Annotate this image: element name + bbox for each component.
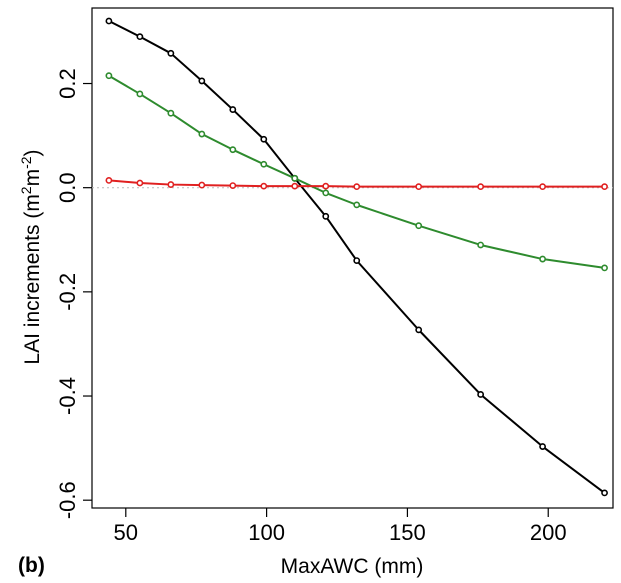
- data-point: [601, 489, 608, 497]
- data-point: [415, 326, 423, 334]
- data-point: [539, 255, 546, 263]
- data-point: [601, 264, 608, 272]
- data-point: [229, 106, 237, 113]
- y-tick-label: -0.2: [55, 273, 80, 311]
- data-point: [136, 179, 144, 187]
- data-point: [477, 183, 485, 191]
- x-tick-label: 100: [248, 520, 285, 545]
- y-tick-label: 0.0: [55, 172, 80, 203]
- y-tick-label: -0.4: [55, 377, 80, 415]
- y-axis-title-sup1: 2: [18, 186, 34, 194]
- y-axis-title-end: ): [21, 149, 44, 156]
- data-point: [167, 49, 175, 57]
- data-point: [198, 181, 206, 189]
- x-axis: 50 100 150 200: [114, 508, 567, 545]
- data-point: [539, 183, 546, 191]
- data-point: [167, 109, 175, 117]
- data-point: [105, 17, 113, 25]
- y-axis-title-sup2: -2: [18, 156, 34, 169]
- data-point: [539, 443, 546, 450]
- data-point: [477, 391, 485, 398]
- x-tick-label: 50: [114, 520, 138, 545]
- series-3: [105, 176, 608, 191]
- data-point: [229, 182, 237, 190]
- data-point: [415, 183, 423, 191]
- data-point: [260, 135, 268, 143]
- data-point: [291, 174, 299, 182]
- data-point: [477, 241, 485, 249]
- data-point: [229, 146, 237, 154]
- data-point: [260, 182, 268, 190]
- data-point: [601, 183, 608, 191]
- x-axis-title: MaxAWC (mm): [281, 555, 424, 578]
- series-layer: [105, 17, 608, 497]
- data-point: [198, 130, 206, 138]
- series-line: [108, 74, 605, 269]
- data-point: [353, 257, 361, 265]
- data-point: [322, 212, 330, 220]
- y-tick-label: 0.2: [55, 68, 80, 99]
- x-tick-label: 150: [389, 520, 426, 545]
- y-axis: -0.6 -0.4 -0.2 0.0 0.2: [55, 68, 92, 519]
- data-point: [167, 181, 175, 188]
- panel-label: (b): [18, 554, 45, 577]
- y-tick-label: -0.6: [55, 481, 80, 519]
- data-point: [260, 160, 268, 168]
- y-axis-title: LAI increments (m2m-2): [18, 149, 44, 364]
- y-axis-title-mid: m: [21, 169, 44, 187]
- series-2: [105, 72, 608, 272]
- data-point: [136, 90, 144, 98]
- data-point: [353, 201, 361, 209]
- data-point: [105, 176, 113, 184]
- data-point: [291, 182, 299, 190]
- data-point: [105, 72, 113, 80]
- data-point: [198, 77, 206, 85]
- x-tick-label: 200: [530, 520, 567, 545]
- plot-frame: [91, 7, 614, 509]
- data-point: [136, 33, 144, 41]
- data-point: [322, 182, 330, 190]
- data-point: [415, 222, 423, 230]
- y-axis-title-text: LAI increments (m: [21, 194, 44, 364]
- data-point: [322, 189, 330, 197]
- data-point: [353, 183, 361, 191]
